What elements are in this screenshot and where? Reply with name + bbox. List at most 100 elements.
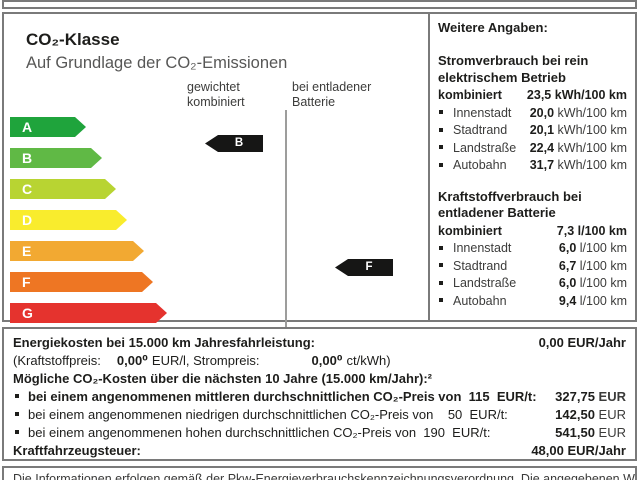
consumption-value: 6,7 l/100 km xyxy=(559,258,627,276)
indicator-arrow-f: F xyxy=(335,259,393,276)
consumption-number: 20,1 xyxy=(529,123,555,137)
co2-cost-row-label: bei einem angenommenen hohen durchschnit… xyxy=(13,424,490,442)
vehicle-tax-line: Kraftfahrzeugsteuer: 48,00 EUR/Jahr xyxy=(13,442,626,460)
fuel-title-line1: Kraftstoffverbrauch bei xyxy=(438,188,582,204)
co2-cost-number: 327,75 xyxy=(555,389,595,404)
consumption-row-autobahn: Autobahn 9,4 l/100 km xyxy=(438,293,627,311)
consumption-unit: l/100 km xyxy=(576,241,627,255)
bullet-icon xyxy=(439,145,443,150)
consumption-label-text: kombiniert xyxy=(438,88,502,102)
consumption-number: 9,4 xyxy=(558,293,577,308)
page-title: CO₂-Klasse xyxy=(26,30,120,49)
consumption-label-text: Autobahn xyxy=(453,158,507,172)
consumption-value: 20,1 kWh/100 km xyxy=(530,122,627,140)
column-header-weighted-line2: kombiniert xyxy=(187,95,245,109)
co2-cost-row-text: bei einem angenommenen hohen durchschnit… xyxy=(28,425,491,440)
co2-cost-rows: bei einem angenommenen mittleren durchsc… xyxy=(13,388,626,442)
fuel-title-line2: entladener Batterie xyxy=(438,205,556,220)
consumption-label: Autobahn xyxy=(438,157,507,175)
consumption-unit: kWh/100 km xyxy=(551,88,627,102)
consumption-row-landstraße: Landstraße 22,4 kWh/100 km xyxy=(438,140,627,158)
consumption-row-innenstadt: Innenstadt 6,0 l/100 km xyxy=(438,240,627,258)
consumption-unit: l/100 km xyxy=(576,258,627,273)
electric-title-line2: elektrischem Betrieb xyxy=(438,69,566,85)
price-assumption-line: (Kraftstoffpreis: 0,00⁰ EUR/l, Strompreis:… xyxy=(13,352,626,370)
energy-cost-line: Energiekosten bei 15.000 km Jahresfahrle… xyxy=(13,334,626,352)
consumption-label-text: Landstraße xyxy=(453,276,517,290)
bullet-icon xyxy=(15,412,19,416)
consumption-unit: l/100 km xyxy=(576,293,627,308)
indicator-arrow-b: B xyxy=(205,135,263,152)
consumption-label: Innenstadt xyxy=(438,240,511,258)
class-letter-f: F xyxy=(22,274,31,290)
consumption-unit: kWh/100 km xyxy=(554,105,627,120)
consumption-number: 20,0 xyxy=(529,105,555,120)
column-header-weighted-line1: gewichtet xyxy=(187,80,240,94)
consumption-value: 22,4 kWh/100 km xyxy=(530,140,627,158)
consumption-row-stadtrand: Stadtrand 20,1 kWh/100 km xyxy=(438,122,627,140)
electric-title-line1: Stromverbrauch bei rein xyxy=(438,53,589,68)
consumption-row-stadtrand: Stadtrand 6,7 l/100 km xyxy=(438,258,627,276)
column-header-depleted: bei entladener Batterie xyxy=(292,80,371,110)
consumption-value: 23,5 kWh/100 km xyxy=(527,87,627,105)
consumption-label: Landstraße xyxy=(438,140,516,158)
consumption-label: kombiniert xyxy=(438,223,502,241)
consumption-label: Landstraße xyxy=(438,275,516,293)
bullet-icon xyxy=(439,298,443,303)
bullet-icon xyxy=(439,245,443,250)
co2-cost-unit: EUR xyxy=(594,425,626,440)
class-letter-g: G xyxy=(22,305,33,321)
footer-cutoff-strip: Die Informationen erfolgen gemäß der Pkw… xyxy=(2,466,637,480)
consumption-unit: l/100 km xyxy=(576,276,627,290)
consumption-label: kombiniert xyxy=(438,87,502,105)
consumption-row-autobahn: Autobahn 31,7 kWh/100 km xyxy=(438,157,627,175)
class-letter-b: B xyxy=(22,150,33,166)
class-arrow-f: F xyxy=(10,272,153,292)
co2-cost-row-value: 142,50 EUR xyxy=(555,406,626,424)
consumption-number: 6,7 xyxy=(558,258,577,273)
consumption-label: Autobahn xyxy=(438,293,507,311)
class-letter-a: A xyxy=(22,119,33,135)
consumption-value: 6,0 l/100 km xyxy=(559,240,627,258)
consumption-number: 22,4 xyxy=(529,140,555,155)
consumption-row-kombiniert: kombiniert 23,5 kWh/100 km xyxy=(438,87,627,105)
consumption-number: 6,0 xyxy=(558,241,577,255)
class-letter-d: D xyxy=(22,212,33,228)
class-letter-e: E xyxy=(22,243,32,259)
class-arrow-d: D xyxy=(10,210,127,230)
bullet-icon xyxy=(439,263,443,268)
consumption-number: 6,0 xyxy=(558,276,577,290)
consumption-label-text: Stadtrand xyxy=(453,123,508,137)
title-block: CO₂-Klasse Auf Grundlage der CO₂-Emissio… xyxy=(26,30,287,73)
energy-cost-value: 0,00 EUR/Jahr xyxy=(538,335,626,350)
consumption-value: 6,0 l/100 km xyxy=(559,275,627,293)
co2-cost-unit: EUR xyxy=(594,407,626,422)
consumption-label: Stadtrand xyxy=(438,258,507,276)
bullet-icon xyxy=(15,394,19,398)
electric-consumption-title: Stromverbrauch bei rein elektrischem Bet… xyxy=(438,53,627,86)
class-letter-c: C xyxy=(22,181,33,197)
bullet-icon xyxy=(439,110,443,115)
co2-cost-row-0: bei einem angenommenen mittleren durchsc… xyxy=(13,388,626,406)
co2-cost-row-text: bei einem angenommenen niedrigen durchsc… xyxy=(28,407,508,422)
co2-cost-row-2: bei einem angenommenen hohen durchschnit… xyxy=(13,424,626,442)
co2-cost-unit: EUR xyxy=(594,389,626,404)
details-panel: Weitere Angaben: Stromverbrauch bei rein… xyxy=(428,12,637,322)
co2-cost-number: 541,50 xyxy=(555,425,595,440)
page-subtitle: Auf Grundlage der CO₂-Emissionen xyxy=(26,54,288,72)
fuel-price-value: 0,00⁰ xyxy=(116,353,148,368)
footer-text: Die Informationen erfolgen gemäß der Pkw… xyxy=(13,472,635,480)
fuel-consumption-title: Kraftstoffverbrauch bei entladener Batte… xyxy=(438,189,627,222)
consumption-label-text: Stadtrand xyxy=(453,258,508,273)
class-arrow-c: C xyxy=(10,179,116,199)
consumption-row-kombiniert: kombiniert 7,3 l/100 km xyxy=(438,223,627,241)
energy-cost-label: Energiekosten bei 15.000 km Jahresfahrle… xyxy=(13,335,316,350)
co2-cost-row-label: bei einem angenommenen niedrigen durchsc… xyxy=(13,406,508,424)
co2-cost-row-value: 327,75 EUR xyxy=(555,388,626,406)
co2-cost-row-value: 541,50 EUR xyxy=(555,424,626,442)
consumption-value: 7,3 l/100 km xyxy=(557,223,627,241)
column-header-depleted-line2: Batterie xyxy=(292,95,336,109)
top-cutoff-strip xyxy=(2,0,637,9)
